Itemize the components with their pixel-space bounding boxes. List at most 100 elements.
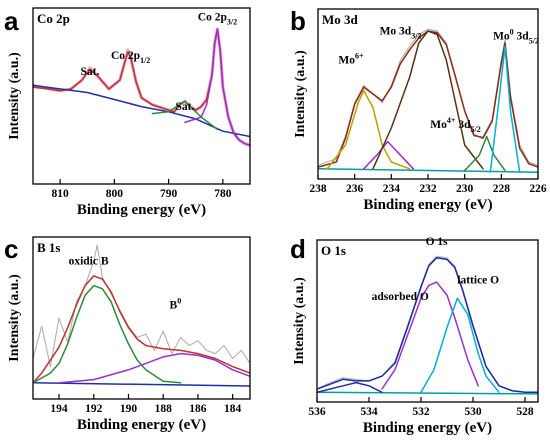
y-axis-title: Intensity (a.u.) [292, 277, 307, 365]
annotation-superscript: 0 [177, 296, 181, 305]
peak-annotation: Mo0 3d5/2 [493, 28, 539, 46]
annotation-superscript: 0 [510, 28, 514, 37]
x-tick-label: 226 [529, 183, 547, 195]
series-raw-0 [318, 28, 538, 166]
annotation-superscript: 6+ [355, 51, 364, 60]
annotation-text: Mo 3d [380, 26, 412, 38]
panel-c: 194 192 190 188 186 184 Binding energy (eV) Int… [4, 234, 251, 433]
x-axis-title: Binding energy (eV) [77, 202, 206, 218]
x-tick-label: 230 [456, 183, 474, 195]
series-component-4 [420, 297, 500, 394]
annotation-superscript: 4+ [447, 116, 456, 125]
x-tick-label: 534 [360, 406, 378, 418]
x-tick-label: 780 [214, 188, 232, 200]
plot-frame [32, 236, 251, 400]
annotation-text: Co 2p [198, 11, 227, 23]
y-axis-title: Intensity (a.u.) [7, 274, 22, 362]
annotation-text: B [170, 299, 178, 311]
series-envelope-1 [317, 257, 538, 394]
annotation-text: Sat. [81, 66, 100, 78]
x-axis-title: Binding energy (eV) [363, 420, 492, 436]
panel-title: Co 2p [37, 11, 70, 26]
plot-area [33, 244, 250, 387]
x-tick-label: 188 [155, 403, 173, 415]
series-component-4 [363, 140, 415, 170]
panel-a: 810 800 790 780 Binding energy (eV) Intensity… [4, 6, 251, 218]
annotation-text: O 1s [426, 236, 449, 248]
x-tick-label: 238 [309, 183, 327, 195]
x-tick-label: 192 [85, 403, 103, 415]
x-tick-label: 194 [50, 403, 68, 415]
plot-frame [316, 239, 539, 403]
series-baseline-2 [317, 391, 538, 395]
x-tick-label: 236 [346, 183, 364, 195]
series-envelope-1 [33, 28, 250, 147]
series-raw-0 [317, 255, 538, 393]
x-tick-label: 790 [160, 188, 178, 200]
annotation-text: Sat. [175, 101, 194, 113]
series-component-4 [151, 100, 219, 131]
series-component-4 [58, 352, 250, 384]
x-tick-label: 528 [516, 406, 534, 418]
series-envelope-1 [33, 275, 250, 384]
annotation-text-extra: 3d [455, 119, 471, 131]
panel-title: O 1s [321, 243, 346, 258]
annotation-text: lattice O [457, 275, 499, 287]
x-tick-label: 228 [493, 183, 511, 195]
panel-title: Mo 3d [322, 12, 359, 27]
series-baseline-2 [318, 168, 538, 173]
peak-annotation: oxidic B [69, 256, 109, 268]
series-baseline-2 [33, 84, 250, 138]
x-tick-label: 532 [412, 406, 430, 418]
peak-annotation: Co 2p1/2 [111, 50, 150, 65]
peak-annotation: O 1s [426, 236, 449, 248]
panel-title: B 1s [37, 240, 60, 255]
panel-letter: c [4, 234, 18, 264]
series-envelope-1 [318, 30, 538, 168]
annotation-text: adsorbed O [372, 291, 429, 303]
annotation-text: Mo [338, 54, 355, 66]
x-tick-label: 186 [189, 403, 207, 415]
annotation-text-extra: 3d [514, 31, 530, 43]
series-component-3 [33, 284, 182, 384]
y-axis-title: Intensity (a.u.) [293, 50, 308, 138]
panel-letter: a [4, 6, 19, 36]
series-component-5 [317, 381, 383, 394]
plot-area [33, 27, 250, 147]
panel-letter: b [290, 6, 306, 36]
x-axis-title: Binding energy (eV) [77, 417, 206, 433]
annotation-subscript: 3/2 [227, 17, 237, 26]
y-axis-title: Intensity (a.u.) [7, 52, 22, 140]
annotation-subscript: 5/2 [470, 125, 480, 134]
x-tick-label: 232 [419, 183, 437, 195]
annotation-text: oxidic B [69, 256, 109, 268]
series-component-6 [463, 135, 506, 172]
annotation-subscript: 1/2 [140, 56, 150, 65]
annotation-text: Mo [430, 119, 447, 131]
x-tick-label: 234 [383, 183, 401, 195]
x-tick-label: 536 [308, 406, 326, 418]
series-raw-0 [33, 244, 250, 368]
x-tick-label: 800 [106, 188, 124, 200]
annotation-text: Mo [493, 31, 510, 43]
peak-annotation: Sat. [175, 101, 194, 113]
panel-d: 536 534 532 530 528 Binding energy (eV) Intens… [290, 234, 539, 436]
plot-frame [32, 7, 251, 185]
annotation-subscript: 3/2 [411, 32, 421, 41]
peak-annotation: Co 2p3/2 [198, 11, 237, 26]
peak-annotation: Mo4+ 3d5/2 [430, 116, 480, 134]
series-baseline-2 [33, 382, 250, 387]
peak-annotation: adsorbed O [372, 291, 429, 303]
plot-area [318, 28, 538, 173]
peak-annotation: B0 [170, 296, 182, 311]
x-tick-label: 184 [224, 403, 242, 415]
x-tick-label: 530 [464, 406, 482, 418]
annotation-subscript: 5/2 [529, 37, 539, 46]
x-tick-label: 190 [120, 403, 138, 415]
series-component-5 [372, 30, 484, 170]
series-component-3 [381, 281, 479, 390]
series-component-3 [326, 89, 411, 170]
peak-annotation: Sat. [81, 66, 100, 78]
peak-annotation: Mo 3d3/2 [380, 26, 422, 41]
panel-b: 238 236 234 232 230 228 226 Binding energy (eV)… [290, 6, 547, 213]
